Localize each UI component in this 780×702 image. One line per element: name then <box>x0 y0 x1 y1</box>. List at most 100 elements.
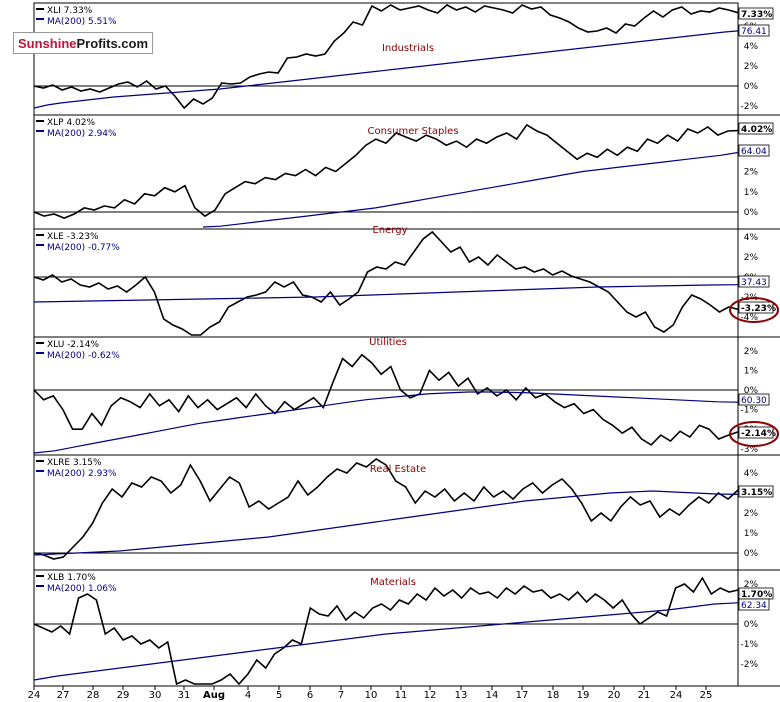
end-value-box <box>738 393 770 406</box>
x-tick-label: 28 <box>87 690 100 701</box>
y-tick-label: 2% <box>744 168 759 178</box>
legend-ma: MA(200) -0.77% <box>47 243 120 253</box>
y-tick-label: 0% <box>744 82 759 92</box>
y-tick-label: 4% <box>744 469 759 479</box>
ma-series-line <box>202 151 739 228</box>
y-tick-label: 0% <box>744 386 759 396</box>
y-tick-label: 2% <box>744 509 759 519</box>
legend-swatch-ma <box>36 470 44 472</box>
ma-series-line <box>33 284 739 303</box>
y-tick-label: -1% <box>740 406 758 416</box>
end-value-label: 62.34 <box>741 601 767 611</box>
y-tick-label: -1% <box>740 640 758 650</box>
x-tick-label: 18 <box>547 690 560 701</box>
end-value-label: 37.43 <box>741 278 767 288</box>
ma-series-line <box>33 391 739 454</box>
legend-swatch-price <box>36 120 44 122</box>
legend-swatch-ma <box>36 352 44 354</box>
y-tick-label: 2% <box>744 253 759 263</box>
y-tick-label: 2% <box>744 347 759 357</box>
legend-swatch-price <box>36 575 44 577</box>
y-tick-label: -4% <box>740 313 758 323</box>
end-value-box <box>738 485 774 498</box>
y-tick-label: 1% <box>744 366 759 376</box>
x-tick-label: 14 <box>486 690 499 701</box>
panel-title: Industrials <box>382 43 434 54</box>
y-tick-label: -3% <box>740 445 758 455</box>
price-series-line <box>33 230 739 336</box>
price-series-line <box>33 576 739 686</box>
end-value-box <box>738 122 774 135</box>
x-tick-label: 5 <box>276 690 282 701</box>
end-value-box <box>738 24 770 37</box>
y-tick-label: -2% <box>740 660 758 670</box>
end-value-label: 7.33% <box>741 10 772 20</box>
legend-main: XLP 4.02% <box>47 118 96 128</box>
price-series-line <box>33 4 739 110</box>
x-tick-label: 20 <box>608 690 621 701</box>
highlight-circle <box>729 421 779 447</box>
legend-swatch-ma <box>36 18 44 20</box>
legend-swatch-ma <box>36 585 44 587</box>
x-tick-label: 25 <box>700 690 713 701</box>
x-tick-label: 19 <box>577 690 590 701</box>
price-series-line <box>33 458 739 560</box>
legend-swatch-ma <box>36 130 44 132</box>
end-value-box <box>738 301 774 314</box>
y-tick-label: 2% <box>744 580 759 590</box>
legend-ma: MA(200) 1.06% <box>47 584 117 594</box>
end-value-box <box>738 598 770 611</box>
x-tick-label: Aug <box>203 690 225 701</box>
end-value-box <box>738 144 770 157</box>
end-value-label: -3.23% <box>741 304 776 314</box>
legend-ma: MA(200) 2.93% <box>47 469 117 479</box>
end-value-label: 60.30 <box>741 396 767 406</box>
y-tick-label: 2% <box>744 62 759 72</box>
legend-main: XLI 7.33% <box>47 6 93 16</box>
end-value-box <box>738 426 774 439</box>
x-tick-label: 4 <box>245 690 251 701</box>
x-tick-label: 12 <box>424 690 437 701</box>
end-value-label: 76.41 <box>741 27 767 37</box>
highlight-circle <box>729 297 779 323</box>
legend-ma: MA(200) 5.51% <box>47 17 117 27</box>
end-value-label: -2.14% <box>741 429 776 439</box>
y-tick-label: 0% <box>744 549 759 559</box>
x-tick-label: 21 <box>638 690 651 701</box>
legend-main: XLU -2.14% <box>47 340 99 350</box>
x-tick-label: 6 <box>307 690 313 701</box>
legend-swatch-ma <box>36 244 44 246</box>
sunshine-profits-logo: Sunshine Profits.com <box>13 32 154 54</box>
y-tick-label: 1% <box>744 188 759 198</box>
legend-main: XLE -3.23% <box>47 232 99 242</box>
ma-series-line <box>33 602 739 681</box>
panel-title: Energy <box>372 225 407 236</box>
x-tick-label: 10 <box>365 690 378 701</box>
legend-main: XLRE 3.15% <box>47 458 102 468</box>
end-value-label: 4.02% <box>741 125 772 135</box>
legend-swatch-price <box>36 8 44 10</box>
ma-series-line <box>33 30 739 109</box>
x-tick-label: 11 <box>395 690 408 701</box>
y-tick-label: 4% <box>744 42 759 52</box>
legend-main: XLB 1.70% <box>47 573 96 583</box>
x-tick-label: 27 <box>57 690 70 701</box>
legend-ma: MA(200) 2.94% <box>47 129 117 139</box>
legend-swatch-price <box>36 460 44 462</box>
y-tick-label: 0% <box>744 208 759 218</box>
panel-title: Real Estate <box>370 464 426 475</box>
end-value-label: 3.15% <box>741 488 772 498</box>
logo-part2: Profits.com <box>76 35 149 51</box>
end-value-box <box>738 7 774 20</box>
x-tick-label: 7 <box>338 690 344 701</box>
x-tick-label: 31 <box>178 690 191 701</box>
x-tick-label: 17 <box>516 690 529 701</box>
panel-title: Utilities <box>369 337 407 348</box>
logo-part1: Sunshine <box>18 35 77 51</box>
end-value-label: 64.04 <box>741 147 767 157</box>
y-tick-label: 0% <box>744 620 759 630</box>
ma-series-line <box>33 490 739 556</box>
y-tick-label: -2% <box>740 102 758 112</box>
